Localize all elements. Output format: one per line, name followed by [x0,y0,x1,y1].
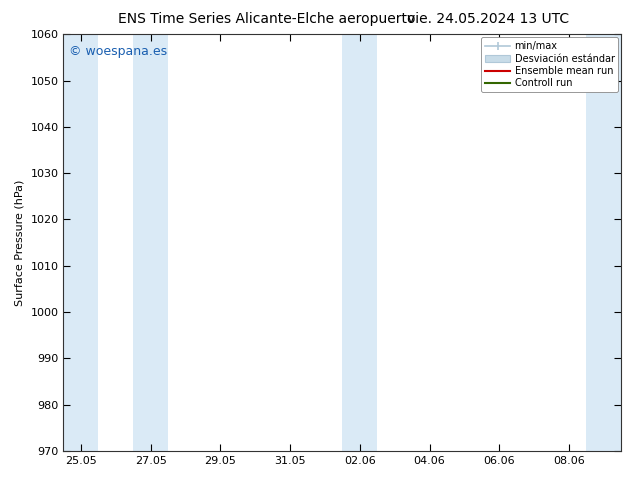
Bar [586,34,621,451]
Text: © woespana.es: © woespana.es [69,45,167,58]
Bar [342,34,377,451]
Text: vie. 24.05.2024 13 UTC: vie. 24.05.2024 13 UTC [407,12,569,26]
Bar [63,34,98,451]
Legend: min/max, Desviación estándar, Ensemble mean run, Controll run: min/max, Desviación estándar, Ensemble m… [481,37,618,92]
Text: ENS Time Series Alicante-Elche aeropuerto: ENS Time Series Alicante-Elche aeropuert… [117,12,415,26]
Y-axis label: Surface Pressure (hPa): Surface Pressure (hPa) [15,179,25,306]
Bar [133,34,168,451]
